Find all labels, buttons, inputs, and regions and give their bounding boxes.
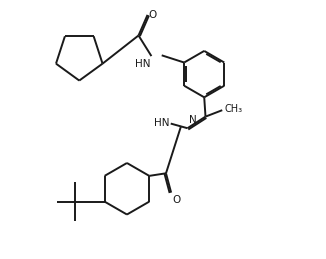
Text: O: O <box>172 195 181 205</box>
Text: N: N <box>189 115 197 125</box>
Text: CH₃: CH₃ <box>224 104 243 114</box>
Text: HN: HN <box>154 118 170 128</box>
Text: HN: HN <box>135 59 150 69</box>
Text: O: O <box>149 10 157 20</box>
